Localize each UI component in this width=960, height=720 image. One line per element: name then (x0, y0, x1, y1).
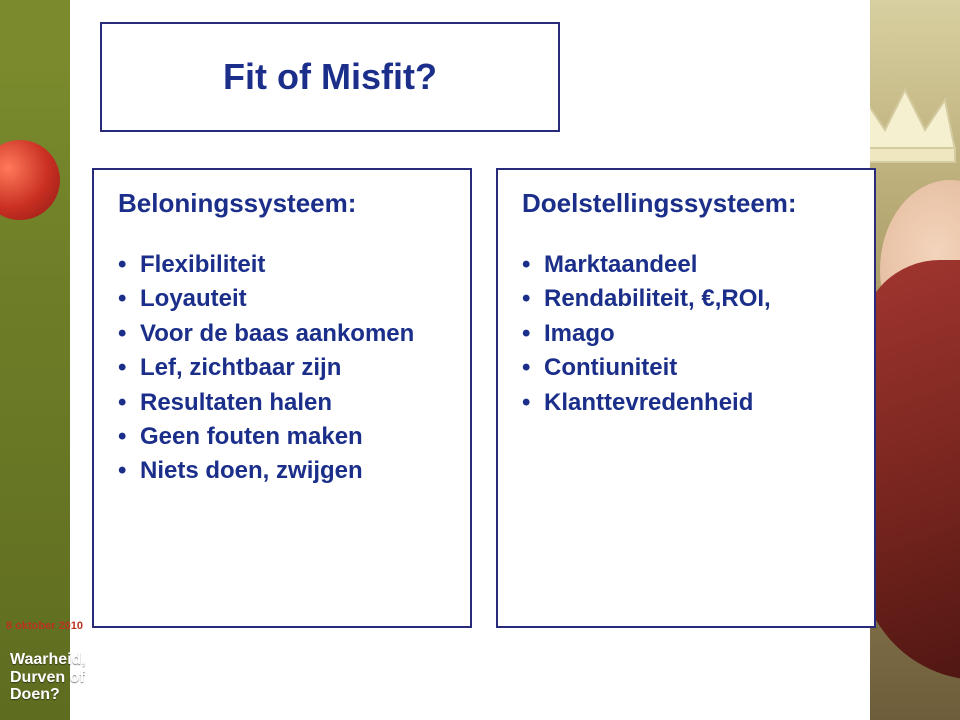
footer-line2: Durven of (10, 669, 132, 687)
footer-line3: Doen? (10, 686, 132, 704)
right-column: Doelstellingssysteem: Marktaandeel Renda… (496, 168, 876, 628)
right-heading: Doelstellingssysteem: (522, 188, 850, 219)
crown-icon (870, 80, 960, 170)
list-item: Flexibiliteit (118, 249, 446, 281)
list-item: Marktaandeel (522, 249, 850, 281)
page-title: Fit of Misfit? (223, 56, 437, 98)
left-heading: Beloningssysteem: (118, 188, 446, 219)
list-item: Rendabiliteit, €,ROI, (522, 283, 850, 315)
left-column: Beloningssysteem: Flexibiliteit Loyautei… (92, 168, 472, 628)
list-item: Lef, zichtbaar zijn (118, 352, 446, 384)
list-item: Niets doen, zwijgen (118, 455, 446, 487)
footer-date: 8 oktober 2010 (6, 620, 83, 632)
left-list: Flexibiliteit Loyauteit Voor de baas aan… (118, 249, 446, 488)
list-item: Contiuniteit (522, 352, 850, 384)
list-item: Klanttevredenheid (522, 387, 850, 419)
hair-image (870, 260, 960, 680)
background-right-strip (870, 0, 960, 720)
background-left-strip (0, 0, 70, 720)
list-item: Resultaten halen (118, 387, 446, 419)
title-box: Fit of Misfit? (100, 22, 560, 132)
list-item: Loyauteit (118, 283, 446, 315)
list-item: Imago (522, 318, 850, 350)
footer-logo-text: Waarheid, Durven of Doen? (0, 645, 140, 710)
footer-line1: Waarheid, (10, 651, 132, 669)
slide: 8 oktober 2010 Waarheid, Durven of Doen?… (0, 0, 960, 720)
list-item: Geen fouten maken (118, 421, 446, 453)
right-list: Marktaandeel Rendabiliteit, €,ROI, Imago… (522, 249, 850, 419)
list-item: Voor de baas aankomen (118, 318, 446, 350)
apple-image (0, 140, 60, 220)
